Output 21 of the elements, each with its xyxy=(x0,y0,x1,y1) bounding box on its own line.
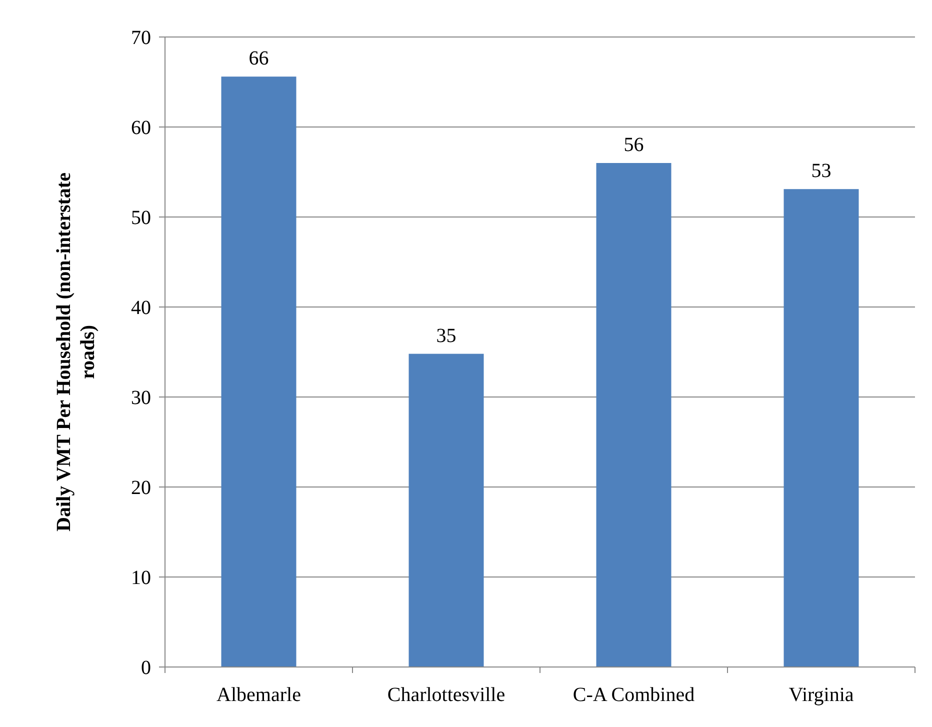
y-tick-label: 50 xyxy=(131,207,151,229)
y-tick-label: 70 xyxy=(131,27,151,49)
data-label: 35 xyxy=(436,324,456,347)
bar xyxy=(408,354,484,667)
y-tick-label: 20 xyxy=(131,477,151,499)
data-label: 66 xyxy=(248,48,269,70)
y-axis-title: Daily VMT Per Household (non-interstate roads) xyxy=(53,172,99,532)
x-tick-label: C-A Combined xyxy=(572,684,695,706)
x-tick-label: Virginia xyxy=(788,684,854,706)
data-label: 56 xyxy=(624,134,644,156)
y-tick-label: 0 xyxy=(141,657,151,679)
data-label: 53 xyxy=(811,160,832,182)
x-tick-label: Charlottesville xyxy=(387,684,506,706)
bar xyxy=(784,189,859,667)
bar xyxy=(596,163,672,667)
y-tick-label: 10 xyxy=(131,567,151,589)
bar xyxy=(221,76,296,667)
y-tick-label: 60 xyxy=(131,117,151,139)
x-tick-label: Albemarle xyxy=(216,684,302,706)
y-tick-label: 30 xyxy=(131,387,151,409)
y-tick-label: 40 xyxy=(131,297,151,319)
